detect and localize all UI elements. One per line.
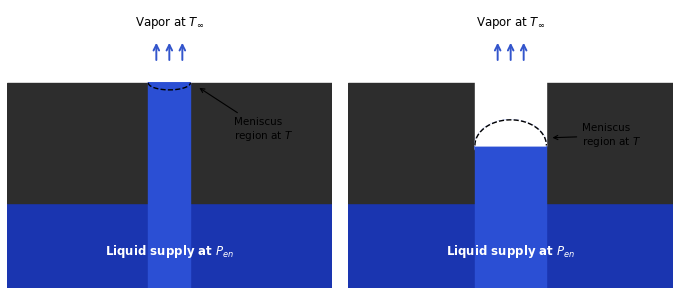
Polygon shape (148, 83, 190, 90)
Polygon shape (475, 120, 547, 146)
Bar (148, 3, 190, 83)
Ellipse shape (475, 120, 547, 171)
Bar (475, 146, 547, 288)
Bar (7, 3, 332, 83)
Bar (348, 203, 673, 288)
Bar (148, 83, 190, 288)
Ellipse shape (475, 120, 547, 171)
Text: Meniscus
region at $T$: Meniscus region at $T$ (201, 88, 294, 143)
Text: Meniscus
region at $T$: Meniscus region at $T$ (554, 123, 641, 149)
Text: Vapor at $T_{\infty}$: Vapor at $T_{\infty}$ (476, 15, 545, 31)
Bar (7, 83, 332, 203)
Text: Liquid supply at $P_{en}$: Liquid supply at $P_{en}$ (105, 242, 234, 260)
Bar (7, 203, 332, 288)
Text: (a): (a) (158, 268, 180, 282)
Text: Vapor at $T_{\infty}$: Vapor at $T_{\infty}$ (135, 15, 204, 31)
Text: Liquid supply at $P_{en}$: Liquid supply at $P_{en}$ (446, 242, 575, 260)
Text: (b): (b) (499, 268, 522, 282)
Bar (475, 3, 547, 146)
Bar (348, 83, 673, 203)
Bar (348, 3, 673, 83)
